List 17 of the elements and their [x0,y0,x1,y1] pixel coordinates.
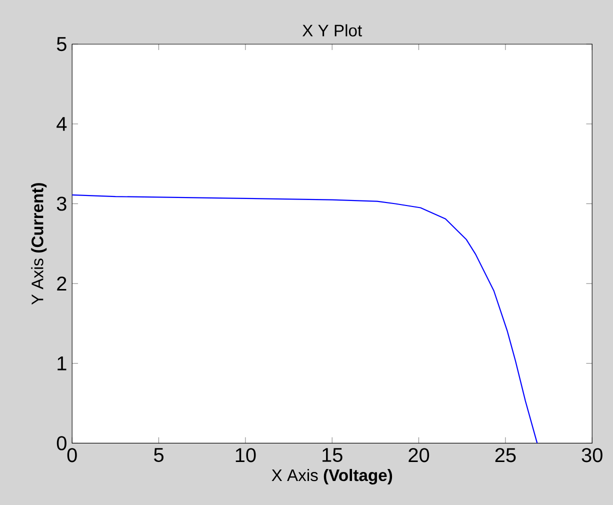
line-series [72,194,538,444]
y-tick-label: 5 [56,37,66,52]
y-tick-label: 0 [56,436,66,450]
x-tick-label: 5 [154,448,164,462]
x-tick-label: 0 [67,448,77,462]
x-tick-label: 10 [236,448,256,462]
x-tick-label: 25 [495,448,516,462]
x-axis-title: X Axis (Voltage) [272,468,392,484]
y-tick-label: 4 [56,117,67,131]
x-tick-label: 15 [322,448,342,462]
x-tick-label: 20 [408,448,430,462]
y-tick-label: 1 [58,356,66,370]
x-tick-label: 30 [582,448,602,462]
y-tick-label: 2 [57,276,66,291]
y-axis-title: Y Axis (Current) [31,183,47,305]
y-tick-label: 3 [56,196,66,211]
chart-title: X Y Plot [302,24,362,36]
